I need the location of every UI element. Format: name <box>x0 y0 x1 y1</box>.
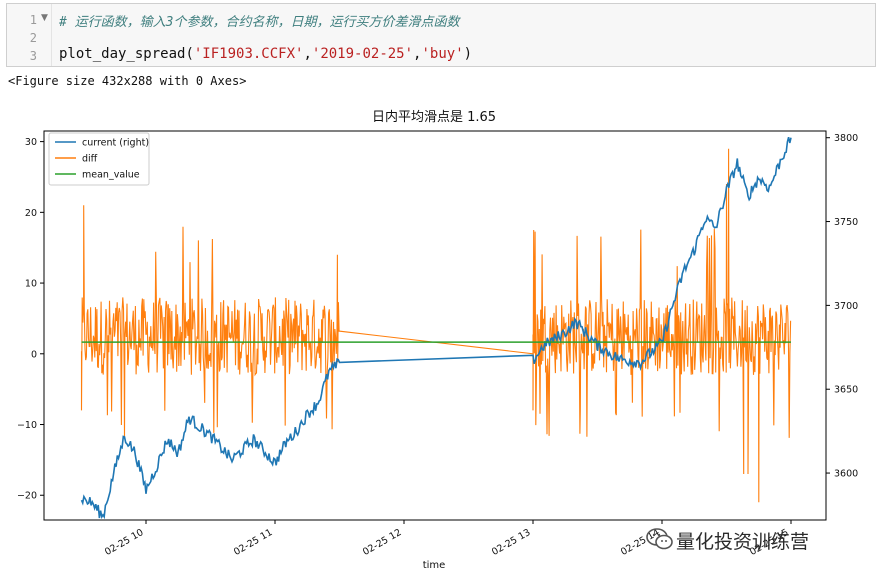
code-comment: # 运行函数，输入3个参数，合约名称，日期，运行买方价差滑点函数 <box>59 15 460 30</box>
y-left-tick-label: 30 <box>25 137 37 148</box>
arg-side: 'buy' <box>421 46 464 62</box>
x-axis-label: time <box>423 560 446 571</box>
y-left-tick-label: 10 <box>25 279 37 290</box>
chart-title: 日内平均滑点是 1.65 <box>372 109 496 125</box>
legend-label-diff: diff <box>82 154 98 165</box>
y-left-tick-label: −10 <box>17 420 37 431</box>
y-left-tick-label: 0 <box>31 349 37 360</box>
legend: current (right) diff mean_value <box>48 132 150 186</box>
diff-line <box>80 148 792 503</box>
plot-frame <box>43 130 827 521</box>
y-left-tick-label: −20 <box>17 491 37 502</box>
y-right-tick-label: 3600 <box>834 469 858 480</box>
output-text: <Figure size 432x288 with 0 Axes> <box>8 74 247 88</box>
current-series <box>80 137 792 520</box>
function-name: plot_day_spread <box>59 46 186 62</box>
arg-date: '2019-02-25' <box>311 46 414 62</box>
fold-arrow-icon[interactable]: ▼ <box>41 13 48 23</box>
x-tick-label: 02-25 11 <box>232 527 274 558</box>
code-cell[interactable]: 1 2 3 ▼ # 运行函数，输入3个参数，合约名称，日期，运行买方价差滑点函数… <box>6 3 876 67</box>
legend-label-current: current (right) <box>82 138 149 149</box>
wechat-icon <box>646 528 673 550</box>
code-line-call: plot_day_spread('IF1903.CCFX','2019-02-2… <box>59 46 473 62</box>
line-number: 1 <box>29 13 37 27</box>
x-tick-label: 02-25 13 <box>490 527 532 558</box>
legend-box <box>48 132 150 186</box>
y-right-tick-label: 3700 <box>834 301 858 312</box>
y-right-tick-label: 3650 <box>834 385 858 396</box>
diff-series <box>80 148 792 503</box>
line-number: 3 <box>29 49 37 63</box>
x-tick-label: 02-25 10 <box>103 527 145 558</box>
y-right-tick-label: 3750 <box>834 217 858 228</box>
y-right-tick-label: 3800 <box>834 133 858 144</box>
y-left-tick-label: 20 <box>25 208 37 219</box>
current-line <box>80 137 792 520</box>
legend-label-mean: mean_value <box>82 170 140 181</box>
x-tick-label: 02-25 12 <box>361 527 403 558</box>
line-number: 2 <box>29 31 37 45</box>
arg-contract: 'IF1903.CCFX' <box>193 46 304 62</box>
watermark-text: 量化投资训练营 <box>676 531 810 553</box>
line-gutter: 1 2 3 ▼ <box>7 4 52 66</box>
